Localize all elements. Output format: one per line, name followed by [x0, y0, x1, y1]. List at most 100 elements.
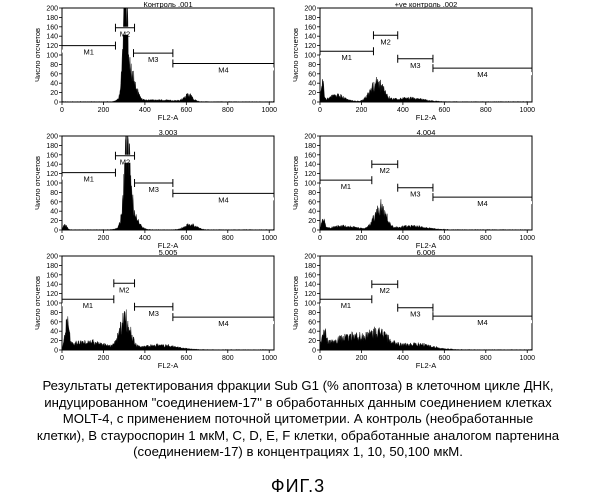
marker-label: M3 — [148, 185, 158, 194]
histogram-panel-5: 5.00502040608010012014016018020002004006… — [33, 248, 277, 370]
y-tick-label: 80 — [50, 62, 58, 69]
y-tick-label: 0 — [312, 348, 316, 355]
y-tick-label: 0 — [54, 228, 58, 235]
figure-caption: Результаты детектирования фракции Sub G1… — [10, 378, 586, 461]
y-tick-label: 20 — [50, 338, 58, 345]
y-axis-label: Число отсчетов — [33, 28, 42, 82]
histogram-trace — [320, 77, 532, 102]
x-axis-label: FL2-A — [158, 113, 178, 122]
x-tick-label: 800 — [222, 235, 234, 242]
x-axis-label: FL2-A — [416, 361, 436, 370]
marker-label: M2 — [380, 37, 390, 46]
y-tick-label: 60 — [50, 319, 58, 326]
y-tick-label: 140 — [304, 34, 316, 41]
marker-m2: M2 — [114, 279, 135, 294]
marker-m3: M3 — [398, 304, 433, 319]
y-tick-label: 180 — [46, 143, 58, 150]
y-tick-label: 40 — [308, 81, 316, 88]
y-tick-label: 160 — [46, 272, 58, 279]
y-tick-label: 160 — [304, 24, 316, 31]
y-tick-label: 180 — [304, 143, 316, 150]
x-tick-label: 1000 — [519, 235, 535, 242]
marker-label: M2 — [380, 286, 390, 295]
y-tick-label: 200 — [46, 6, 58, 13]
y-tick-label: 100 — [304, 53, 316, 60]
y-tick-label: 120 — [304, 43, 316, 50]
y-tick-label: 20 — [308, 338, 316, 345]
x-tick-label: 1000 — [519, 107, 535, 114]
y-tick-label: 120 — [46, 43, 58, 50]
y-tick-label: 120 — [46, 171, 58, 178]
marker-label: M2 — [380, 166, 390, 175]
y-tick-label: 20 — [50, 90, 58, 97]
marker-label: M3 — [410, 61, 420, 70]
x-tick-label: 0 — [318, 107, 322, 114]
histogram-trace — [62, 309, 274, 350]
y-tick-label: 0 — [312, 228, 316, 235]
x-tick-label: 1000 — [261, 107, 277, 114]
marker-m1: M1 — [320, 295, 372, 310]
x-tick-label: 600 — [438, 235, 450, 242]
y-tick-label: 20 — [50, 218, 58, 225]
x-tick-label: 800 — [222, 107, 234, 114]
x-tick-label: 600 — [180, 107, 192, 114]
marker-m4: M4 — [173, 59, 274, 74]
y-tick-label: 60 — [308, 199, 316, 206]
marker-m2: M2 — [372, 160, 398, 175]
y-axis-label: Число отсчетов — [33, 156, 42, 210]
figure-label: ФИГ.3 — [0, 476, 596, 496]
marker-m1: M1 — [62, 295, 114, 310]
x-tick-label: 0 — [318, 235, 322, 242]
marker-m1: M1 — [320, 176, 372, 191]
y-tick-label: 100 — [304, 181, 316, 188]
x-tick-label: 200 — [356, 355, 368, 362]
marker-label: M4 — [477, 70, 487, 79]
y-tick-label: 140 — [46, 34, 58, 41]
marker-m4: M4 — [433, 64, 532, 79]
histogram-panel-3: 3.00302040608010012014016018020002004006… — [33, 128, 277, 250]
caption-line: клетки), В стауроспорин 1 мкМ, C, D, E, … — [10, 428, 586, 445]
x-tick-label: 600 — [180, 355, 192, 362]
x-tick-label: 400 — [139, 235, 151, 242]
y-tick-label: 140 — [304, 162, 316, 169]
y-tick-label: 200 — [46, 254, 58, 261]
figure-panels: Контроль .001020406080100120140160180200… — [0, 0, 596, 380]
x-tick-label: 400 — [139, 355, 151, 362]
y-tick-label: 60 — [50, 71, 58, 78]
x-tick-label: 400 — [397, 355, 409, 362]
x-tick-label: 800 — [480, 355, 492, 362]
x-tick-label: 600 — [180, 235, 192, 242]
y-tick-label: 180 — [304, 15, 316, 22]
y-tick-label: 200 — [304, 6, 316, 13]
y-axis-label: Число отсчетов — [33, 276, 42, 330]
marker-label: M2 — [120, 30, 130, 39]
marker-m4: M4 — [433, 193, 532, 208]
x-tick-label: 1000 — [261, 355, 277, 362]
marker-label: M3 — [410, 310, 420, 319]
y-tick-label: 80 — [308, 310, 316, 317]
marker-label: M2 — [120, 158, 130, 167]
y-tick-label: 160 — [304, 272, 316, 279]
x-tick-label: 800 — [480, 235, 492, 242]
marker-label: M1 — [342, 53, 352, 62]
y-tick-label: 160 — [46, 24, 58, 31]
marker-label: M1 — [84, 175, 94, 184]
y-tick-label: 80 — [50, 190, 58, 197]
caption-line: (соединением-17) в концентрациях 1, 10, … — [10, 444, 586, 461]
marker-label: M4 — [218, 195, 228, 204]
marker-label: M4 — [477, 318, 487, 327]
y-tick-label: 0 — [54, 100, 58, 107]
x-axis-label: FL2-A — [158, 361, 178, 370]
caption-line: индуцированном "соединением-17" в обрабо… — [10, 395, 586, 412]
y-tick-label: 120 — [304, 171, 316, 178]
y-tick-label: 20 — [308, 90, 316, 97]
y-tick-label: 180 — [304, 263, 316, 270]
marker-label: M3 — [148, 309, 158, 318]
marker-m4: M4 — [173, 189, 274, 204]
y-tick-label: 180 — [46, 15, 58, 22]
histogram-panel-1: Контроль .001020406080100120140160180200… — [33, 0, 277, 122]
marker-m3: M3 — [398, 55, 433, 70]
marker-label: M1 — [341, 301, 351, 310]
x-tick-label: 800 — [480, 107, 492, 114]
y-tick-label: 40 — [308, 209, 316, 216]
